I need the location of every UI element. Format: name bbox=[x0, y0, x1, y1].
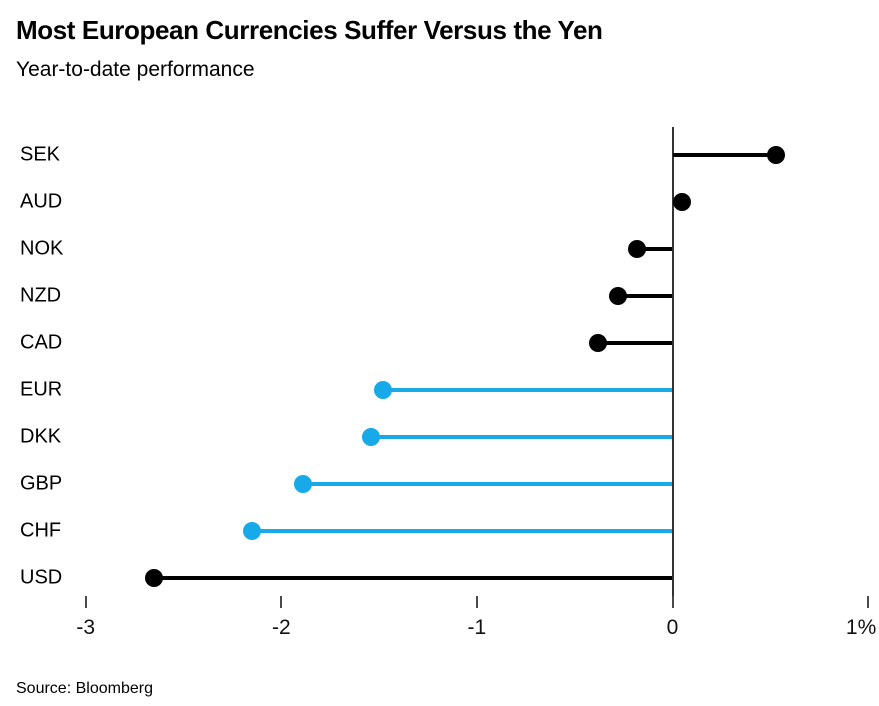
data-dot-nok bbox=[628, 240, 647, 258]
x-axis-tick-label-1pct: 1% bbox=[845, 616, 877, 639]
data-stem-cad bbox=[598, 341, 673, 345]
data-dot-eur bbox=[374, 381, 392, 399]
category-label-aud: AUD bbox=[20, 190, 63, 213]
category-label-dkk: DKK bbox=[20, 425, 62, 448]
data-dot-cad bbox=[589, 334, 608, 352]
data-stem-nzd bbox=[617, 294, 673, 298]
chart-subtitle: Year-to-date performance bbox=[16, 58, 255, 81]
data-stem-gbp bbox=[302, 482, 673, 486]
data-stem-sek bbox=[672, 153, 777, 157]
category-label-gbp: GBP bbox=[20, 472, 63, 495]
category-label-eur: EUR bbox=[20, 378, 63, 401]
source-note: Source: Bloomberg bbox=[16, 680, 153, 697]
x-axis-tick-1pct bbox=[867, 596, 870, 608]
zero-axis-line bbox=[671, 127, 674, 608]
category-label-sek: SEK bbox=[20, 143, 61, 166]
data-dot-usd bbox=[145, 569, 164, 587]
data-stem-chf bbox=[251, 529, 673, 533]
x-axis-tick-label--1: -1 bbox=[467, 616, 487, 639]
category-label-cad: CAD bbox=[20, 331, 63, 354]
x-axis-tick--1 bbox=[475, 596, 478, 608]
chart-title: Most European Currencies Suffer Versus t… bbox=[16, 15, 603, 45]
data-dot-sek bbox=[767, 146, 786, 164]
data-stem-nok bbox=[637, 247, 673, 251]
data-dot-nzd bbox=[608, 287, 627, 305]
data-dot-gbp bbox=[293, 475, 312, 493]
x-axis-tick-label-0: 0 bbox=[666, 616, 679, 639]
data-stem-usd bbox=[154, 576, 673, 580]
data-dot-dkk bbox=[362, 428, 381, 446]
data-dot-chf bbox=[242, 522, 261, 540]
x-axis-tick-0 bbox=[671, 596, 674, 608]
x-axis-tick--2 bbox=[280, 596, 283, 608]
data-dot-aud bbox=[673, 193, 692, 211]
x-axis-tick--3 bbox=[84, 596, 87, 608]
data-stem-eur bbox=[383, 388, 673, 392]
x-axis-tick-label--3: -3 bbox=[76, 616, 96, 639]
category-label-chf: CHF bbox=[20, 519, 62, 542]
category-label-nok: NOK bbox=[20, 237, 64, 260]
data-stem-dkk bbox=[371, 435, 673, 439]
category-label-usd: USD bbox=[20, 566, 63, 589]
x-axis-tick-label--2: -2 bbox=[271, 616, 291, 639]
category-label-nzd: NZD bbox=[20, 284, 62, 307]
